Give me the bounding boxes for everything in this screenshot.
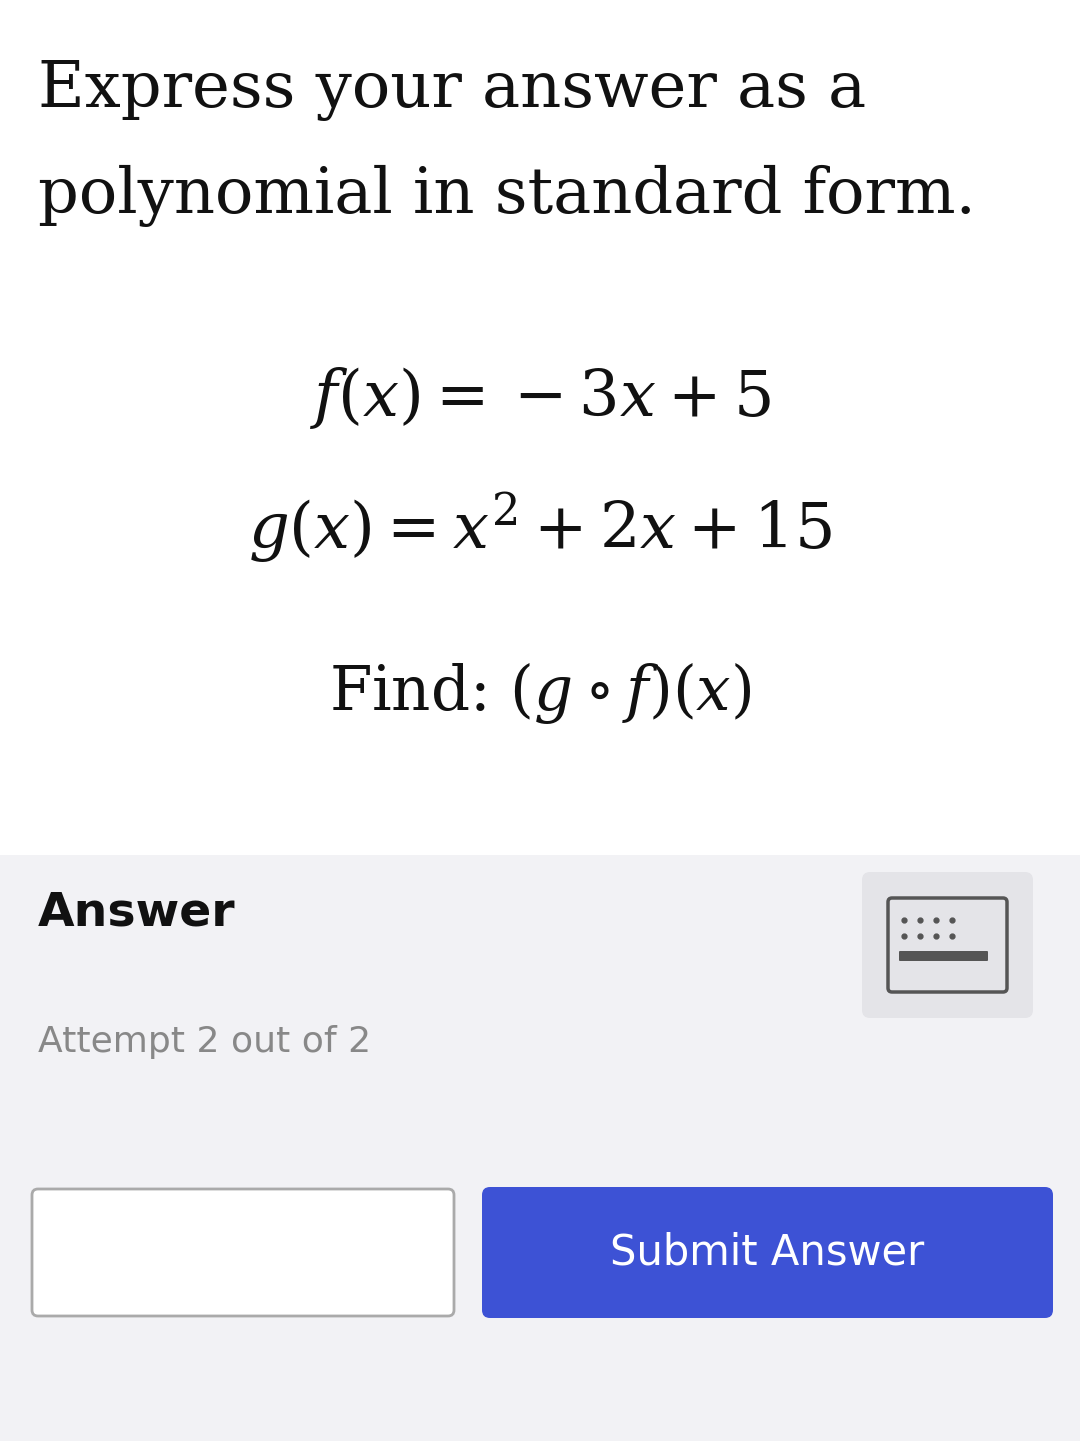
Text: Find: $(g \circ f)(x)$: Find: $(g \circ f)(x)$ [328,660,752,726]
FancyBboxPatch shape [862,872,1032,1017]
Text: Answer: Answer [38,891,235,935]
Text: $g(x) = x^2 + 2x + 15$: $g(x) = x^2 + 2x + 15$ [248,490,832,565]
FancyBboxPatch shape [0,855,1080,1441]
Text: Express your answer as a: Express your answer as a [38,61,866,121]
FancyBboxPatch shape [899,951,988,961]
Text: Attempt 2 out of 2: Attempt 2 out of 2 [38,1025,372,1059]
Text: polynomial in standard form.: polynomial in standard form. [38,166,976,228]
FancyBboxPatch shape [482,1187,1053,1319]
FancyBboxPatch shape [32,1189,454,1316]
Text: Submit Answer: Submit Answer [610,1232,924,1274]
Text: $f(x) = -3x + 5$: $f(x) = -3x + 5$ [310,365,770,431]
